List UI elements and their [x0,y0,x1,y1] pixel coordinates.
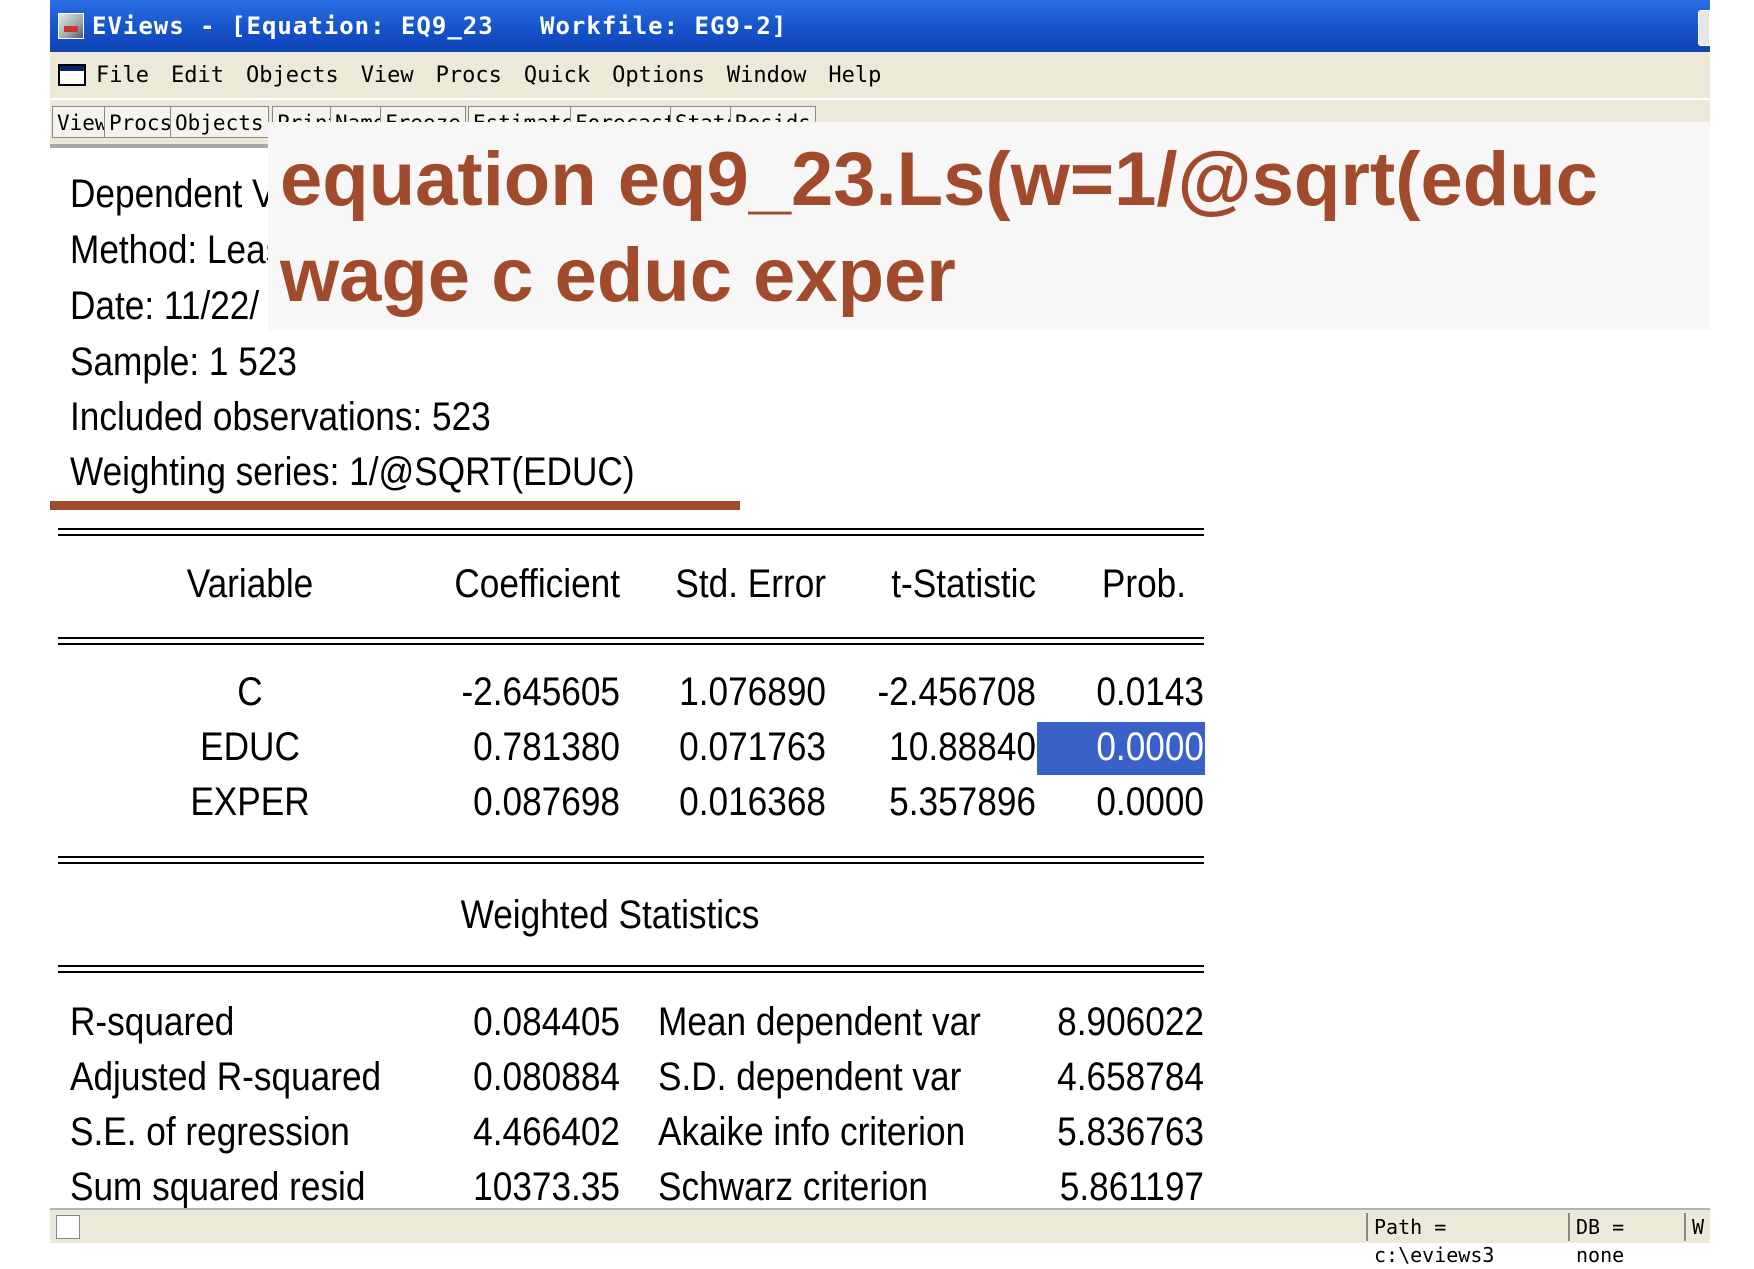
table-row-variable: C [237,670,263,714]
stat-label-2: Akaike info criterion [658,1110,966,1154]
included-observations-line: Included observations: 523 [70,395,491,439]
table-rule-bottom [58,856,1204,864]
table-row-std-error: 0.071763 [679,725,826,769]
stat-label: R-squared [70,1000,235,1044]
table-row-coefficient: 0.087698 [473,780,620,824]
table-row-prob-selected[interactable]: 0.0000 [1096,725,1204,769]
stat-label: Adjusted R-squared [70,1055,382,1099]
stat-value: 10373.35 [473,1165,620,1209]
menu-objects[interactable]: Objects [245,62,339,88]
stat-value-2: 8.906022 [1057,1000,1204,1044]
menu-quick[interactable]: Quick [523,62,591,88]
col-header-variable: Variable [186,562,314,606]
menu-bar: File Edit Objects View Procs Quick Optio… [50,52,1710,98]
menu-view[interactable]: View [360,62,414,88]
menu-options[interactable]: Options [612,62,705,88]
table-row-t-statistic: 5.357896 [889,780,1036,824]
selected-cell-highlight [1037,722,1205,775]
window-control-button[interactable] [1698,10,1710,46]
status-bar: Path = c:\eviews3 DB = none W [50,1208,1710,1267]
eviews-app-icon[interactable] [58,13,84,39]
col-header-t-statistic: t-Statistic [891,562,1036,606]
title-bar: EViews - [Equation: EQ9_23 Workfile: EG9… [50,0,1710,52]
status-db: DB = none [1568,1213,1678,1267]
command-line-2: wage c educ exper [280,233,956,318]
stat-label-2: Schwarz criterion [658,1165,928,1209]
table-rule-header [58,637,1204,645]
toolbar-procs-button[interactable]: Procs [104,106,178,138]
annotation-underline [50,501,740,510]
sample-line: Sample: 1 523 [70,340,297,384]
window-title: EViews - [Equation: EQ9_23 Workfile: EG9… [92,12,788,40]
stat-label-2: S.D. dependent var [658,1055,962,1099]
command-overlay: equation eq9_23.Ls(w=1/@sqrt(educ wage c… [268,122,1710,330]
toolbar-objects-button[interactable]: Objects [170,106,269,138]
weighted-statistics-title: Weighted Statistics [460,893,760,937]
menu-file[interactable]: File [96,62,149,88]
menu-edit[interactable]: Edit [170,62,224,88]
stat-label-2: Mean dependent var [658,1000,981,1044]
table-row-coefficient: 0.781380 [473,725,620,769]
status-workfile: W [1684,1213,1710,1241]
table-row-prob[interactable]: 0.0000 [1096,780,1204,824]
table-row-std-error: 1.076890 [679,670,826,714]
table-row-variable: EXPER [190,780,310,824]
stat-label: S.E. of regression [70,1110,350,1154]
stat-value: 0.080884 [473,1055,620,1099]
menu-procs[interactable]: Procs [435,62,502,88]
command-line-1: equation eq9_23.Ls(w=1/@sqrt(educ [280,137,1598,222]
col-header-coefficient: Coefficient [454,562,620,606]
status-path: Path = c:\eviews3 [1366,1213,1562,1267]
date-line: Date: 11/22/ [70,284,260,328]
col-header-std-error: Std. Error [675,562,826,606]
menu-window[interactable]: Window [726,62,807,88]
toolbar-view-button[interactable]: View [52,106,113,138]
table-row-coefficient: -2.645605 [461,670,620,714]
stat-value-2: 5.861197 [1059,1165,1204,1209]
table-row-t-statistic: 10.88840 [889,725,1036,769]
table-row-prob[interactable]: 0.0143 [1096,670,1204,714]
document-window-icon[interactable] [58,64,86,86]
stat-value-2: 4.658784 [1057,1055,1204,1099]
stats-rule [58,965,1204,973]
table-row-t-statistic: -2.456708 [877,670,1036,714]
menu-help[interactable]: Help [828,62,882,88]
stat-value: 4.466402 [473,1110,620,1154]
stat-value-2: 5.836763 [1057,1110,1204,1154]
col-header-prob: Prob. [1101,562,1186,606]
table-rule-top [58,528,1204,536]
table-row-variable: EDUC [200,725,300,769]
weighting-series-line: Weighting series: 1/@SQRT(EDUC) [70,450,635,494]
stat-label: Sum squared resid [70,1165,366,1209]
status-command-box[interactable] [56,1215,80,1239]
table-row-std-error: 0.016368 [679,780,826,824]
stat-value: 0.084405 [473,1000,620,1044]
